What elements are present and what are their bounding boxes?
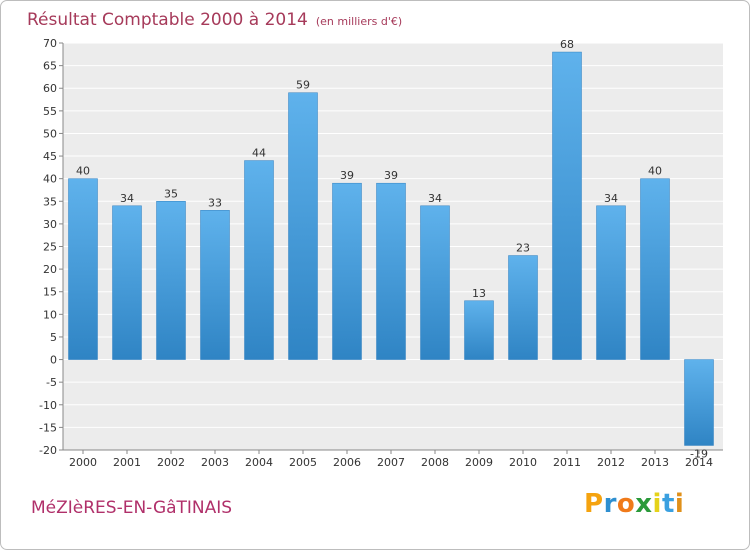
y-tick-label: 35 — [43, 195, 57, 208]
y-tick-label: -5 — [46, 376, 57, 389]
bar-2011 — [552, 51, 582, 360]
brand-logo: Proxiti — [584, 489, 684, 519]
brand-letter: o — [616, 489, 636, 519]
bar-2008 — [420, 205, 450, 360]
y-tick-label: 30 — [43, 218, 57, 231]
bar-2012 — [596, 205, 626, 360]
data-label-2007: 39 — [384, 169, 398, 182]
x-tick-label: 2002 — [157, 456, 185, 469]
bar-2014 — [684, 359, 714, 446]
x-tick-label: 2005 — [289, 456, 317, 469]
y-tick-label: 40 — [43, 173, 57, 186]
x-tick-label: 2000 — [69, 456, 97, 469]
data-label-2012: 34 — [604, 192, 618, 205]
y-tick-label: -10 — [39, 399, 57, 412]
subtitle-text: (en milliers d'€) — [315, 15, 403, 28]
x-tick-label: 2001 — [113, 456, 141, 469]
data-label-2013: 40 — [648, 165, 662, 178]
y-tick-label: -20 — [39, 444, 57, 457]
bar-2003 — [200, 210, 230, 360]
data-label-2010: 23 — [516, 242, 530, 255]
bar-2002 — [156, 201, 186, 360]
brand-letter: t — [661, 489, 675, 519]
y-tick-label: 5 — [50, 331, 57, 344]
y-tick-label: 65 — [43, 60, 57, 73]
y-tick-label: 50 — [43, 127, 57, 140]
title-text: Résultat Comptable 2000 à 2014 — [27, 10, 308, 30]
y-tick-label: 60 — [43, 82, 57, 95]
y-tick-label: 45 — [43, 150, 57, 163]
brand-letter: r — [603, 489, 617, 519]
bar-2005 — [288, 92, 318, 360]
x-axis: 2000 2001 2002 2003 2004 2005 2006 2007 2008 2009… — [69, 450, 713, 469]
y-tick-label: 55 — [43, 105, 57, 118]
brand-letter: i — [652, 489, 662, 519]
x-tick-label: 2013 — [641, 456, 669, 469]
brand-letter: x — [635, 489, 653, 519]
bar-2010 — [508, 255, 538, 360]
y-tick-label: -15 — [39, 421, 57, 434]
bar-2000 — [68, 178, 98, 360]
data-label-2001: 34 — [120, 192, 134, 205]
x-tick-label: 2012 — [597, 456, 625, 469]
x-tick-label: 2003 — [201, 456, 229, 469]
data-label-2008: 34 — [428, 192, 442, 205]
bar-2001 — [112, 205, 142, 360]
bar-2007 — [376, 182, 406, 360]
data-label-2005: 59 — [296, 79, 310, 92]
data-label-2000: 40 — [76, 165, 90, 178]
brand-letter: i — [674, 489, 685, 519]
x-tick-label: 2007 — [377, 456, 405, 469]
data-label-2004: 44 — [252, 147, 266, 160]
data-label-2011: 68 — [560, 38, 574, 51]
data-label-2003: 33 — [208, 196, 222, 209]
chart-title: Résultat Comptable 2000 à 2014 (en millie… — [27, 10, 402, 30]
data-label-2006: 39 — [340, 169, 354, 182]
data-label-2002: 35 — [164, 187, 178, 200]
x-tick-label: 2008 — [421, 456, 449, 469]
x-tick-label: 2009 — [465, 456, 493, 469]
x-tick-label: 2006 — [333, 456, 361, 469]
place-name: MéZIèRES-EN-GâTINAIS — [31, 498, 233, 518]
x-tick-label: 2004 — [245, 456, 273, 469]
x-tick-label: 2011 — [553, 456, 581, 469]
y-tick-label: 20 — [43, 263, 57, 276]
bar-2006 — [332, 182, 362, 360]
x-tick-label: 2010 — [509, 456, 537, 469]
y-tick-label: 15 — [43, 286, 57, 299]
data-label-2009: 13 — [472, 287, 486, 300]
y-tick-label: 0 — [50, 354, 57, 367]
bar-2009 — [464, 300, 494, 360]
y-tick-label: 70 — [43, 37, 57, 50]
bar-2013 — [640, 178, 670, 360]
y-tick-label: 10 — [43, 308, 57, 321]
bar-2004 — [244, 160, 274, 360]
brand-letter: P — [584, 489, 604, 519]
x-tick-label: 2014 — [685, 456, 713, 469]
y-tick-label: 25 — [43, 241, 57, 254]
